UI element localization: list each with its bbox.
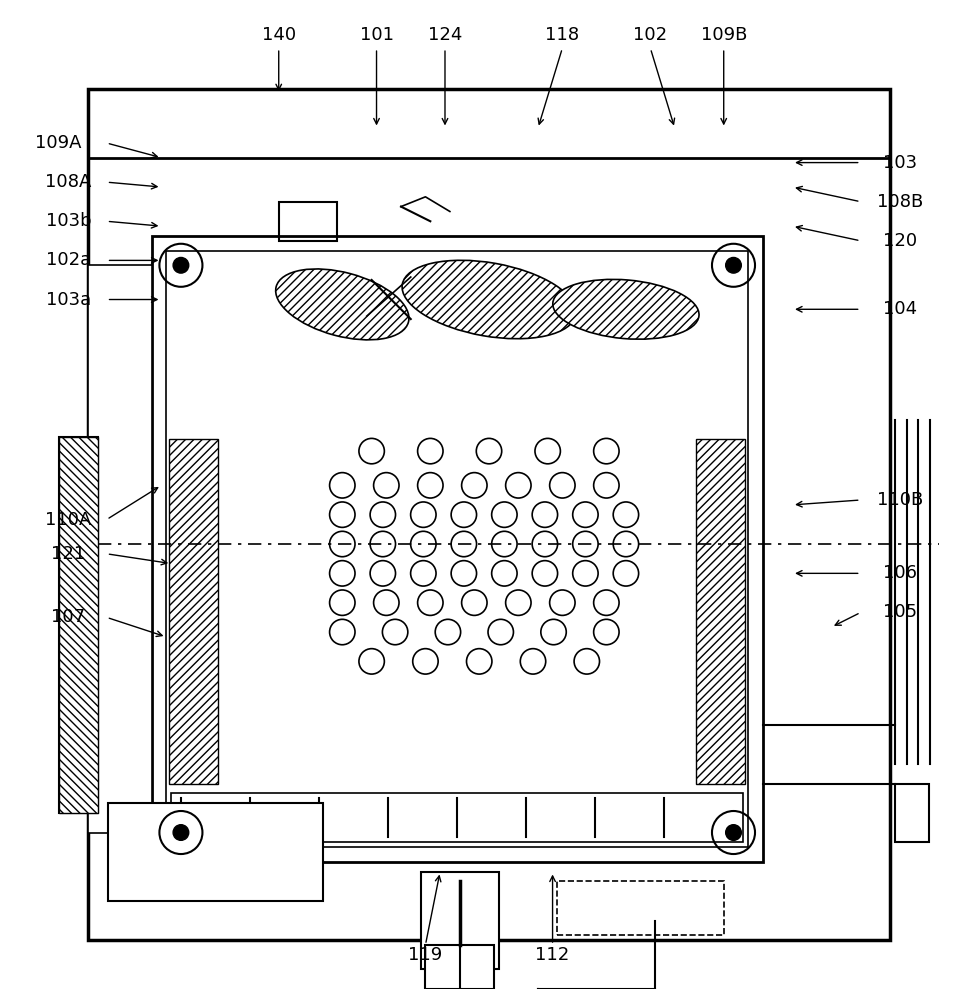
Text: 106: 106 xyxy=(882,564,915,582)
Bar xyxy=(894,784,928,842)
Bar xyxy=(59,437,98,813)
Text: 108B: 108B xyxy=(875,193,922,211)
Circle shape xyxy=(173,825,189,840)
Ellipse shape xyxy=(552,279,699,339)
Bar xyxy=(166,251,747,847)
Text: 107: 107 xyxy=(52,608,85,626)
Circle shape xyxy=(725,825,741,840)
Bar xyxy=(107,803,322,901)
Text: 105: 105 xyxy=(882,603,915,621)
Text: 120: 120 xyxy=(882,232,915,250)
Text: 110B: 110B xyxy=(875,491,922,509)
Text: 109A: 109A xyxy=(35,134,82,152)
Ellipse shape xyxy=(276,269,408,340)
Text: 104: 104 xyxy=(882,300,915,318)
Text: 102a: 102a xyxy=(46,251,91,269)
Bar xyxy=(88,89,889,158)
Bar xyxy=(88,265,151,833)
Text: 103: 103 xyxy=(882,154,915,172)
Text: 109B: 109B xyxy=(700,26,746,44)
Text: 119: 119 xyxy=(407,946,443,964)
Text: 103a: 103a xyxy=(46,291,91,309)
Bar xyxy=(425,945,493,989)
Text: 102: 102 xyxy=(633,26,666,44)
Text: 121: 121 xyxy=(51,545,86,563)
Bar xyxy=(278,202,337,241)
Text: 112: 112 xyxy=(534,946,570,964)
Text: 103b: 103b xyxy=(46,212,91,230)
Bar xyxy=(557,881,723,935)
Bar xyxy=(88,89,889,940)
Bar xyxy=(696,439,744,784)
Text: 108A: 108A xyxy=(45,173,92,191)
Text: 140: 140 xyxy=(262,26,295,44)
Text: 110A: 110A xyxy=(45,511,92,529)
Ellipse shape xyxy=(402,260,575,339)
Bar xyxy=(169,439,218,784)
Bar xyxy=(171,793,743,842)
Bar xyxy=(59,437,98,813)
Bar xyxy=(151,236,762,862)
Circle shape xyxy=(173,257,189,273)
Text: 118: 118 xyxy=(545,26,578,44)
Text: 101: 101 xyxy=(360,26,393,44)
Circle shape xyxy=(725,257,741,273)
Text: 124: 124 xyxy=(427,26,462,44)
Bar xyxy=(420,872,498,969)
